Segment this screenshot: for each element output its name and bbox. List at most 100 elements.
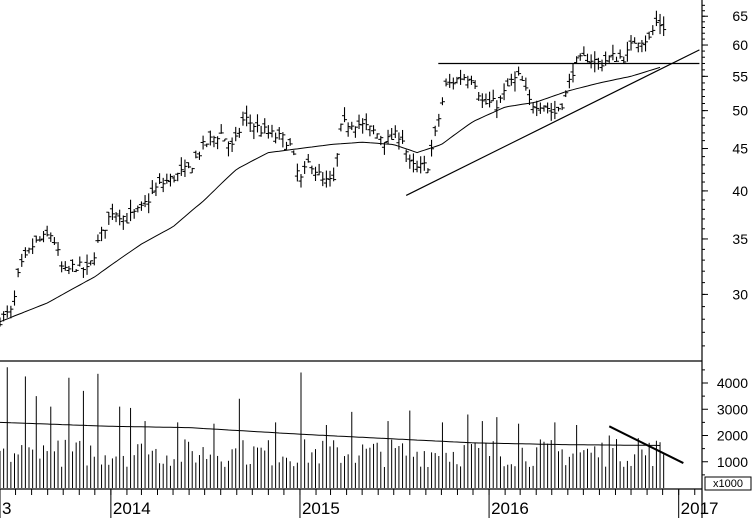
price-bar	[262, 118, 268, 134]
volume-tick-label: 3000	[717, 401, 748, 417]
price-bar	[490, 89, 496, 102]
price-bar	[91, 252, 97, 266]
price-bars	[0, 10, 667, 327]
price-bar	[313, 166, 319, 181]
price-bar	[472, 80, 478, 89]
price-bar	[316, 163, 322, 176]
price-bar	[77, 256, 83, 267]
price-bar	[559, 103, 565, 111]
price-bar	[15, 268, 21, 278]
price-bar	[305, 153, 311, 163]
price-bar	[124, 212, 130, 224]
price-bar	[331, 167, 337, 182]
time-tick-label: 2014	[113, 499, 151, 518]
price-bar	[222, 138, 228, 142]
price-bar	[189, 167, 195, 174]
price-bar	[635, 42, 641, 53]
price-bar	[389, 128, 395, 140]
chart-frame	[0, 0, 703, 518]
volume-bars	[0, 367, 665, 488]
price-bar	[505, 78, 511, 87]
price-bar	[204, 143, 210, 148]
price-bar	[624, 41, 630, 62]
price-bar	[345, 122, 351, 137]
price-bar	[628, 35, 634, 51]
price-bar	[73, 269, 79, 273]
volume-tick-label: 1000	[717, 454, 748, 470]
price-bar	[276, 127, 282, 140]
price-bar	[461, 73, 467, 81]
price-bar	[566, 73, 572, 89]
price-bar	[207, 130, 213, 146]
price-bar	[465, 75, 471, 89]
price-bar	[494, 100, 500, 119]
price-bar	[425, 168, 431, 174]
price-bar	[581, 46, 587, 57]
price-tick-label: 55	[732, 68, 748, 84]
price-bar	[479, 93, 485, 108]
price-bar	[552, 100, 558, 120]
price-tick-label: 65	[732, 8, 748, 24]
price-tick-label: 60	[732, 37, 748, 53]
price-bar	[432, 125, 438, 137]
price-bar	[41, 231, 47, 243]
price-bar	[360, 118, 366, 134]
price-bar	[512, 71, 518, 92]
price-tick-label: 50	[732, 103, 748, 119]
price-bar	[632, 37, 638, 44]
price-bar	[599, 59, 605, 72]
price-bar	[70, 259, 76, 272]
price-bar	[59, 261, 65, 273]
volume-trendline	[608, 425, 684, 464]
price-bar	[487, 91, 493, 108]
price-bar	[592, 51, 598, 73]
price-bar	[374, 133, 380, 139]
price-bar	[30, 238, 36, 255]
price-bar	[138, 201, 144, 211]
price-bar	[8, 305, 14, 319]
price-bar	[218, 124, 224, 134]
price-bar	[113, 212, 119, 223]
price-bar	[280, 132, 286, 148]
price-bar	[302, 161, 308, 174]
price-bar	[196, 151, 202, 160]
price-bar	[135, 205, 141, 213]
price-bar	[157, 173, 163, 185]
price-bar	[447, 73, 453, 88]
time-tick-label: 2016	[491, 499, 529, 518]
price-bar	[570, 63, 576, 83]
price-bar	[606, 55, 612, 63]
price-tick-label: 30	[732, 286, 748, 302]
price-bar	[287, 138, 293, 146]
price-overlays	[0, 49, 700, 323]
price-bar	[84, 254, 90, 275]
price-bar	[120, 215, 126, 230]
price-bar	[265, 125, 271, 139]
price-bar	[37, 236, 43, 242]
price-bar	[88, 260, 94, 266]
price-bar	[327, 170, 333, 187]
price-bar	[421, 155, 427, 171]
price-tick-label: 40	[732, 183, 748, 199]
time-tick-label: 3	[2, 499, 11, 518]
price-bar	[167, 173, 173, 187]
price-bar	[117, 209, 123, 226]
price-bar	[291, 150, 297, 156]
price-bar	[443, 78, 449, 87]
price-bar	[240, 111, 246, 126]
price-bar	[545, 102, 551, 114]
price-bar	[153, 182, 159, 197]
price-bar	[48, 232, 54, 242]
price-bar	[516, 66, 522, 76]
price-bar	[338, 123, 344, 132]
price-bar	[530, 102, 536, 114]
price-bar	[215, 136, 221, 150]
price-bar	[244, 105, 250, 127]
price-bar	[182, 159, 188, 177]
price-bar	[200, 135, 206, 150]
price-bar	[367, 125, 373, 137]
price-bar	[334, 153, 340, 167]
volume-moving-average-line	[0, 421, 661, 446]
time-tick-label: 2017	[681, 499, 719, 518]
price-bar	[661, 16, 667, 37]
